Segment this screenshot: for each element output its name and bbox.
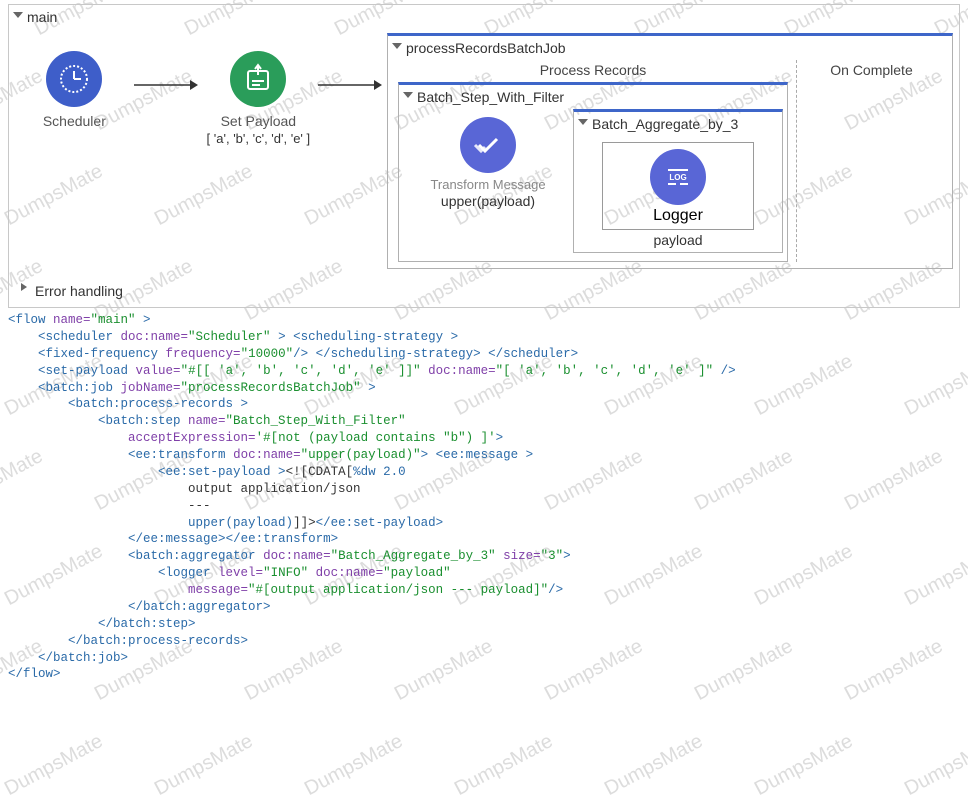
batch-job-title: processRecordsBatchJob [406, 40, 566, 56]
flow-main-header[interactable]: main [9, 5, 959, 27]
scheduler-component[interactable]: Scheduler [15, 33, 134, 129]
watermark: DumpsMate [451, 730, 557, 801]
batch-step-scope[interactable]: Batch_Step_With_Filter [398, 82, 788, 262]
collapse-icon[interactable] [13, 12, 23, 18]
process-records-section: Process Records Batch_Step_With_Filter [394, 60, 792, 262]
batch-job-scope[interactable]: processRecordsBatchJob Process Records B… [387, 33, 953, 269]
on-complete-section: On Complete [796, 60, 946, 262]
watermark: DumpsMate [901, 730, 968, 801]
logger-icon: LOG [650, 149, 706, 205]
set-payload-label: Set Payload [199, 113, 318, 129]
watermark: DumpsMate [601, 730, 707, 801]
error-handling-label: Error handling [35, 283, 123, 299]
logger-component[interactable]: LOG Logger [602, 142, 754, 230]
transform-sublabel: upper(payload) [403, 193, 573, 209]
watermark: DumpsMate [151, 730, 257, 801]
expand-icon[interactable] [21, 283, 27, 291]
aggregator-scope[interactable]: Batch_Aggregate_by_3 LOG [573, 109, 783, 253]
batch-job-header[interactable]: processRecordsBatchJob [388, 36, 952, 58]
arrow-icon [134, 33, 199, 93]
collapse-icon[interactable] [578, 119, 588, 125]
logger-label: Logger [605, 207, 751, 225]
batch-step-title: Batch_Step_With_Filter [417, 89, 564, 105]
collapse-icon[interactable] [392, 43, 402, 49]
watermark: DumpsMate [751, 730, 857, 801]
scheduler-label: Scheduler [15, 113, 134, 129]
error-handling-header[interactable]: Error handling [17, 277, 951, 303]
watermark: DumpsMate [301, 730, 407, 801]
on-complete-label: On Complete [797, 60, 946, 82]
set-payload-component[interactable]: Set Payload [ 'a', 'b', 'c', 'd', 'e' ] [199, 33, 318, 146]
watermark: DumpsMate [1, 730, 107, 801]
logger-sublabel: payload [574, 232, 782, 248]
transform-label: Transform Message [403, 177, 573, 192]
transform-icon [460, 117, 516, 173]
xml-code-block: <flow name="main" > <scheduler doc:name=… [0, 310, 968, 687]
set-payload-icon [230, 51, 286, 107]
flow-main-label: main [27, 9, 57, 25]
set-payload-sublabel: [ 'a', 'b', 'c', 'd', 'e' ] [199, 131, 318, 146]
aggregator-title: Batch_Aggregate_by_3 [592, 116, 738, 132]
arrow-icon [318, 33, 383, 93]
batch-step-header[interactable]: Batch_Step_With_Filter [399, 85, 787, 107]
scheduler-icon [46, 51, 102, 107]
process-records-label: Process Records [394, 60, 792, 82]
transform-component[interactable]: Transform Message upper(payload) [403, 109, 573, 209]
svg-text:LOG: LOG [669, 173, 686, 182]
collapse-icon[interactable] [403, 92, 413, 98]
flow-main-container: main Scheduler [8, 4, 960, 308]
aggregator-header[interactable]: Batch_Aggregate_by_3 [574, 112, 782, 134]
